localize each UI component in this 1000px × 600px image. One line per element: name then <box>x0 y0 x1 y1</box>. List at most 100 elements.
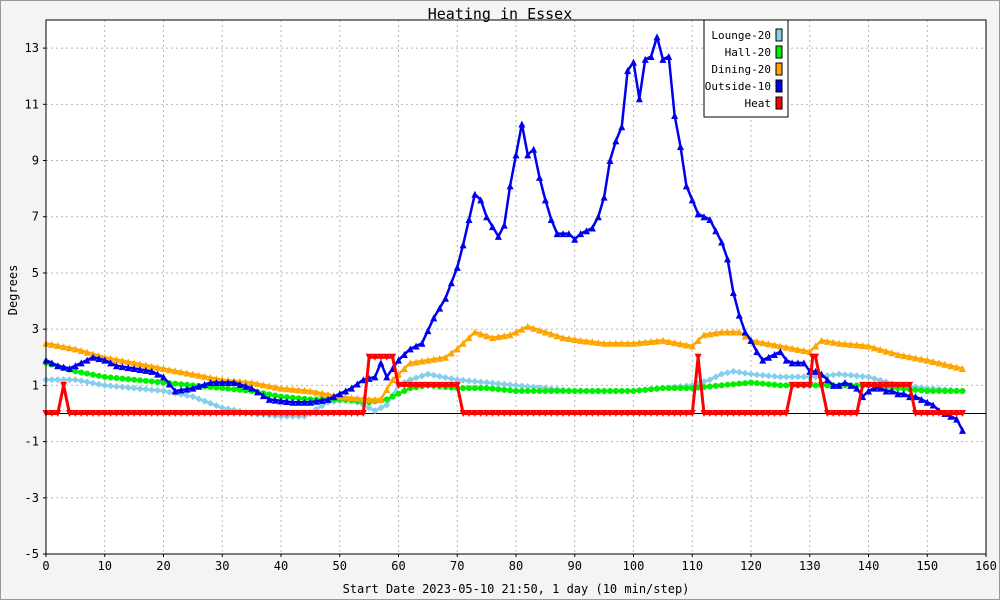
dining-20-point <box>377 395 385 403</box>
dining-20-point <box>577 336 585 344</box>
outside-10-point <box>395 356 402 364</box>
heat-point <box>60 381 68 389</box>
hall-20-point <box>571 387 578 394</box>
dining-20-point <box>718 328 726 336</box>
dining-20-point <box>283 385 291 393</box>
dining-20-point <box>635 339 643 347</box>
dining-20-point <box>459 339 467 347</box>
outside-10-point <box>201 380 209 388</box>
hall-20-point <box>178 381 185 388</box>
x-tick-label: 100 <box>623 559 645 573</box>
hall-20-point <box>947 387 954 394</box>
outside-10-point <box>236 380 244 388</box>
heat-point <box>359 409 367 417</box>
outside-10-point <box>624 67 632 75</box>
hall-20-point <box>489 385 496 392</box>
heat-point <box>289 409 297 417</box>
lounge-20-point <box>847 371 855 379</box>
hall-20-point <box>137 377 143 384</box>
dining-20-point <box>289 385 297 393</box>
heat-point <box>330 409 338 417</box>
heat-point <box>841 409 849 417</box>
dining-20-point <box>812 342 820 350</box>
lounge-20-point <box>207 399 214 407</box>
outside-10-point <box>500 221 508 229</box>
outside-10-point <box>518 120 526 128</box>
heat-point <box>729 409 737 417</box>
dining-20-point <box>453 345 461 353</box>
outside-10-point <box>765 353 773 361</box>
outside-10-point <box>794 359 802 367</box>
hall-20-point <box>283 394 290 401</box>
lounge-20-point <box>512 381 520 389</box>
hall-20-point <box>172 380 179 387</box>
outside-10-point <box>700 213 708 221</box>
hall-20-point <box>401 387 408 394</box>
lounge-20-point <box>189 393 197 401</box>
heat-point <box>929 409 937 417</box>
hall-20-point <box>659 385 666 392</box>
lounge-20-point <box>371 407 379 415</box>
hall-20-point <box>577 387 584 394</box>
legend-label-outside-10: Outside-10 <box>705 80 771 93</box>
lounge-20-point <box>859 372 867 380</box>
lounge-20-point <box>165 388 173 396</box>
heat-point <box>794 381 802 389</box>
dining-20-point <box>694 336 702 344</box>
heat-point <box>818 381 825 389</box>
hall-20-point <box>953 387 960 394</box>
lounge-20-point <box>406 376 414 384</box>
hall-20-point <box>90 371 96 378</box>
hall-20-point <box>142 377 149 384</box>
outside-10-point <box>547 216 555 224</box>
outside-10-point <box>218 379 226 387</box>
heat-point <box>183 409 191 417</box>
lounge-20-point <box>318 402 326 410</box>
outside-10-point <box>142 366 150 374</box>
dining-20-point <box>295 386 303 394</box>
outside-10-point <box>489 223 496 231</box>
outside-10-point <box>436 304 444 312</box>
hall-20-point <box>589 387 596 394</box>
dining-20-point <box>412 358 420 366</box>
heat-point <box>471 409 479 417</box>
heat-point <box>365 353 373 361</box>
dining-20-point <box>677 340 684 348</box>
dining-20-point <box>588 338 596 346</box>
outside-10-point <box>377 359 385 367</box>
hall-20-point <box>518 387 525 394</box>
outside-10-point <box>483 213 491 221</box>
outside-10-point <box>953 415 961 423</box>
outside-10-point <box>665 53 673 61</box>
outside-10-point <box>923 398 931 406</box>
dining-20-point <box>706 330 714 338</box>
lounge-20-point <box>160 387 167 395</box>
lounge-20-point <box>48 376 56 384</box>
heat-point <box>600 409 608 417</box>
outside-10-point <box>442 294 449 302</box>
dining-20-point <box>753 338 761 346</box>
x-tick-label: 20 <box>156 559 170 573</box>
heat-point <box>48 409 56 417</box>
hall-20-point <box>724 381 731 388</box>
heat-point <box>771 409 778 417</box>
lounge-20-point <box>424 370 432 378</box>
hall-20-point <box>231 386 237 393</box>
dining-20-point <box>312 388 320 396</box>
dining-20-point <box>917 355 925 363</box>
legend-label-hall-20: Hall-20 <box>725 46 771 59</box>
lounge-20-point <box>436 372 444 380</box>
heat-point <box>177 409 185 417</box>
dining-20-point <box>265 382 273 390</box>
dining-20-point <box>365 395 373 403</box>
heat-point <box>324 409 332 417</box>
lounge-20-point <box>124 384 132 392</box>
heat-point <box>195 409 203 417</box>
outside-10-point <box>577 230 585 238</box>
dining-20-point <box>906 353 914 361</box>
outside-10-point <box>565 230 573 238</box>
hall-20-point <box>536 387 543 394</box>
y-tick-label: 5 <box>32 266 39 280</box>
outside-10-point <box>248 384 256 392</box>
